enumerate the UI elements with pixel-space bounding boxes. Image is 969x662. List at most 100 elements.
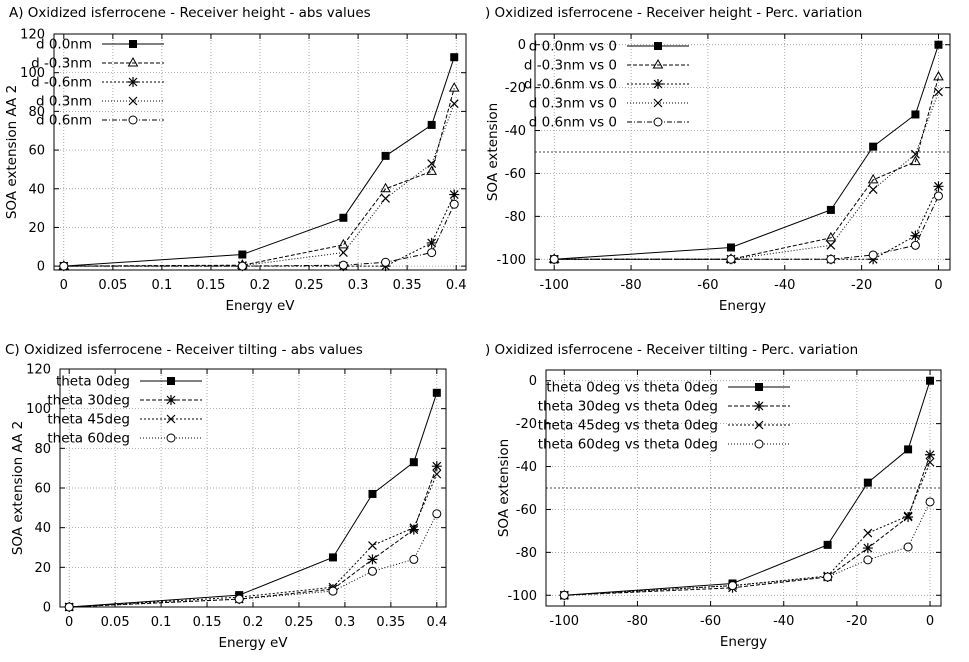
legend-label: d 0.6nm <box>36 113 92 129</box>
legend-marker <box>755 383 763 391</box>
chart-panel-a: A) Oxidized isferrocene - Receiver heigh… <box>0 0 480 330</box>
data-point <box>903 542 913 552</box>
series-line <box>63 88 455 267</box>
data-point <box>925 449 936 460</box>
data-point <box>328 586 338 596</box>
data-point <box>934 87 943 97</box>
x-tick-label: 0.4 <box>446 278 467 293</box>
chart-svg: A) Oxidized isferrocene - Receiver heigh… <box>4 5 467 314</box>
data-point <box>559 590 569 600</box>
data-point <box>933 191 943 201</box>
chart-title: ) Oxidized isferrocene - Receiver tiltin… <box>485 342 858 358</box>
series-line <box>63 57 455 267</box>
data-point <box>449 199 459 209</box>
legend: d 0.0nm vs 0 d -0.3nm vs 0 d -0.6nm vs 0 d … <box>524 39 689 131</box>
x-axis-label: Energy <box>720 634 767 650</box>
series-line <box>69 513 438 608</box>
data-point <box>381 151 390 160</box>
data-point <box>426 165 438 175</box>
legend-marker <box>128 115 138 125</box>
x-tick-label: 0.25 <box>295 278 324 293</box>
series-line <box>69 473 438 608</box>
series-2 <box>58 189 460 272</box>
legend-label: d -0.6nm vs 0 <box>524 77 617 93</box>
data-point <box>448 82 460 92</box>
y-axis-label: SOA extension <box>485 103 501 201</box>
data-point <box>726 243 735 252</box>
y-tick-label: 60 <box>28 144 45 159</box>
legend-label: d 0.3nm vs 0 <box>529 96 617 112</box>
data-point <box>933 70 944 81</box>
data-point <box>338 248 348 258</box>
data-point <box>869 142 878 151</box>
data-point <box>237 261 247 271</box>
data-point <box>904 445 913 454</box>
legend-label: d 0.0nm vs 0 <box>529 39 617 55</box>
y-tick-label: -20 <box>505 81 526 96</box>
data-point <box>367 566 377 576</box>
chart-panel-c: C) Oxidized isferrocene - Receiver tilti… <box>0 330 480 662</box>
x-tick-label: 0.05 <box>98 278 127 293</box>
data-point <box>911 110 920 119</box>
data-point <box>825 231 837 242</box>
y-tick-label: -40 <box>505 124 526 139</box>
chart-title: C) Oxidized isferrocene - Receiver tilti… <box>5 342 363 358</box>
y-tick-label: -80 <box>516 546 537 561</box>
y-tick-label: 120 <box>26 363 51 378</box>
data-point <box>863 478 872 487</box>
x-tick-label: 0.4 <box>426 615 447 630</box>
x-tick-label: -100 <box>539 278 569 293</box>
series-3 <box>559 497 935 600</box>
y-tick-label: 60 <box>34 482 51 497</box>
grid <box>54 33 466 270</box>
y-tick-label: -100 <box>496 253 526 268</box>
data-point <box>409 554 419 564</box>
series-3 <box>59 99 459 271</box>
data-point <box>381 257 391 267</box>
legend-marker <box>653 79 663 89</box>
legend-marker <box>653 98 663 108</box>
series-line <box>564 462 931 596</box>
y-tick-label: 0 <box>43 601 51 616</box>
legend-label: theta 45deg <box>47 412 130 428</box>
chart-title: ) Oxidized isferrocene - Receiver height… <box>485 5 862 21</box>
legend-label: theta 45deg vs theta 0deg <box>538 418 718 434</box>
data-point <box>925 457 935 467</box>
y-axis-label: SOA extension <box>496 439 512 537</box>
data-point <box>368 541 377 550</box>
y-tick-label: -80 <box>505 210 526 225</box>
legend-label: d -0.3nm <box>31 56 92 72</box>
chart-title: A) Oxidized isferrocene - Receiver heigh… <box>9 5 371 21</box>
series-line <box>564 501 931 596</box>
x-tick-label: -60 <box>700 614 721 629</box>
data-point <box>728 581 738 591</box>
legend-label: d 0.6nm vs 0 <box>529 115 617 131</box>
data-point <box>823 540 832 549</box>
legend: d 0.0nm d -0.3nm d -0.6nm d 0.3nm d 0.6nm <box>31 37 164 129</box>
data-point <box>409 523 419 533</box>
data-point <box>925 497 935 507</box>
data-point <box>234 594 244 604</box>
data-point <box>367 554 378 565</box>
series-line <box>554 44 939 260</box>
legend-marker <box>754 439 764 449</box>
data-point <box>449 99 459 109</box>
series-line <box>564 380 931 596</box>
legend: theta 0deg theta 30deg theta 45deg theta 60… <box>47 374 202 447</box>
data-point <box>826 240 836 250</box>
legend-marker <box>654 42 662 50</box>
y-tick-label: 0 <box>518 38 526 53</box>
x-tick-label: 0.1 <box>152 278 173 293</box>
x-tick-label: 0.05 <box>101 615 130 630</box>
legend-marker <box>129 40 137 48</box>
data-point <box>863 555 873 565</box>
x-tick-label: 0.35 <box>376 615 405 630</box>
y-tick-label: -20 <box>516 417 537 432</box>
legend: theta 0deg vs theta 0deg theta 30deg vs t… <box>538 380 790 453</box>
data-point <box>368 489 377 498</box>
x-tick-label: 0 <box>926 614 934 629</box>
legend-label: theta 30deg vs theta 0deg <box>538 399 718 415</box>
data-point <box>933 181 944 192</box>
y-tick-label: 40 <box>34 521 51 536</box>
x-axis-label: Energy eV <box>225 298 295 314</box>
